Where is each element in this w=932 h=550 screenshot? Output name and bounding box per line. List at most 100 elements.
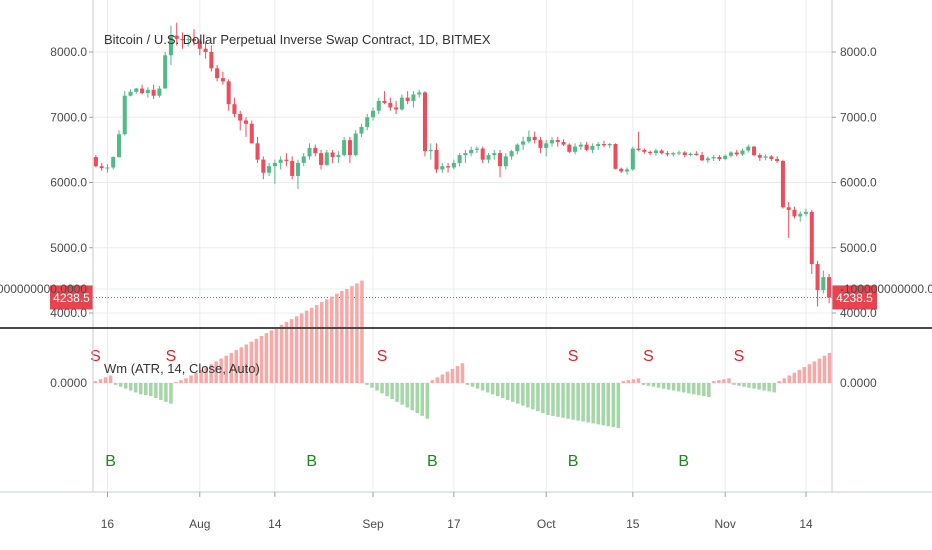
candle-body xyxy=(809,211,814,265)
indicator-bar xyxy=(581,383,585,422)
candle-body xyxy=(549,140,555,144)
candle-body xyxy=(261,159,266,173)
indicator-bar xyxy=(345,289,349,383)
candle-body xyxy=(590,145,595,150)
candle-body xyxy=(619,168,624,172)
candle-body xyxy=(728,152,733,156)
indicator-bar xyxy=(179,380,183,383)
indicator-bar xyxy=(546,383,550,415)
candle-body xyxy=(370,110,376,118)
candle-body xyxy=(469,149,474,154)
indicator-bar xyxy=(149,383,153,397)
candle-body xyxy=(573,146,578,152)
time-tick-label: 17 xyxy=(447,517,461,531)
indicator-bar xyxy=(505,383,510,400)
indicator-title: Wm (ATR, 14, Close, Auto) xyxy=(104,361,260,376)
indicator-bar xyxy=(601,383,606,426)
candle-body xyxy=(555,140,560,143)
indicator-bar xyxy=(118,383,123,387)
indicator-bar xyxy=(284,321,289,383)
indicator-bar xyxy=(727,378,731,383)
candle-body xyxy=(422,92,427,152)
indicator-bar xyxy=(365,383,369,385)
candle-body xyxy=(134,88,139,92)
indicator-bar xyxy=(772,383,776,393)
candle-body xyxy=(417,92,422,95)
indicator-bar xyxy=(164,383,168,402)
candle-body xyxy=(405,97,410,101)
indicator-bar xyxy=(807,364,812,383)
indicator-bar xyxy=(516,383,520,404)
indicator-bar xyxy=(707,383,711,398)
indicator-bar xyxy=(304,310,309,383)
candle-body xyxy=(365,117,370,128)
candle-body xyxy=(151,89,156,96)
indicator-bar xyxy=(611,383,616,428)
candle-body xyxy=(521,141,526,145)
indicator-bar xyxy=(616,383,621,429)
candle-body xyxy=(186,38,191,41)
indicator-bar xyxy=(350,286,354,383)
candle-body xyxy=(382,100,387,103)
candle-body xyxy=(671,153,676,155)
sell-signal: S xyxy=(643,348,654,365)
indicator-bar xyxy=(686,383,691,394)
indicator-bar xyxy=(817,358,822,383)
indicator-bar xyxy=(747,383,751,388)
indicator-bar xyxy=(566,383,570,419)
time-tick-label: 16 xyxy=(101,517,115,531)
candle-body xyxy=(723,155,728,160)
candle-body xyxy=(821,277,826,291)
indicator-bar xyxy=(651,383,656,387)
candle-body xyxy=(532,136,537,141)
buy-signal: B xyxy=(568,453,579,470)
indicator-bar xyxy=(340,290,344,383)
candle-body xyxy=(457,155,462,163)
indicator-tick-left: 0.0000 xyxy=(50,376,87,390)
indicator-bar xyxy=(209,364,213,383)
candle-body xyxy=(636,148,641,150)
candle-body xyxy=(342,140,347,156)
price-tick-left: 7000.0 xyxy=(50,110,87,124)
indicator-bar xyxy=(400,383,404,405)
indicator-bar xyxy=(254,338,259,383)
candle-body xyxy=(330,152,335,158)
candle-body xyxy=(243,120,249,124)
indicator-bar xyxy=(656,383,661,388)
candle-body xyxy=(561,142,566,145)
indicator-bar xyxy=(792,372,797,383)
candle-body xyxy=(313,147,318,154)
indicator-bar xyxy=(556,383,560,417)
indicator-bar xyxy=(480,383,485,391)
indicator-bar xyxy=(123,383,128,389)
candle-body xyxy=(145,89,150,94)
buy-signal: B xyxy=(427,453,438,470)
indicator-bar xyxy=(335,293,339,383)
indicator-bar xyxy=(591,383,595,424)
indicator-bar xyxy=(822,355,827,383)
candle-body xyxy=(203,48,208,52)
grid-lines xyxy=(93,0,832,492)
indicator-bar xyxy=(551,383,555,416)
candle-body xyxy=(757,155,762,158)
candle-body xyxy=(428,149,433,152)
sell-signal: S xyxy=(90,348,101,365)
candle-body xyxy=(267,166,272,173)
indicator-bar xyxy=(249,341,254,383)
candle-body xyxy=(659,150,664,154)
candle-body xyxy=(492,153,497,156)
candle-body xyxy=(347,140,352,156)
candle-body xyxy=(567,144,572,152)
indicator-bar xyxy=(521,383,525,406)
candle-body xyxy=(192,38,197,41)
indicator-bar xyxy=(586,383,590,423)
candle-body xyxy=(682,152,687,156)
candle-body xyxy=(763,156,768,158)
candle-body xyxy=(509,151,514,157)
indicator-bar xyxy=(415,383,420,414)
candle-body xyxy=(734,152,739,155)
indicator-bar xyxy=(385,383,389,397)
candle-body xyxy=(792,209,797,217)
price-tick-right: 7000.0 xyxy=(840,110,877,124)
